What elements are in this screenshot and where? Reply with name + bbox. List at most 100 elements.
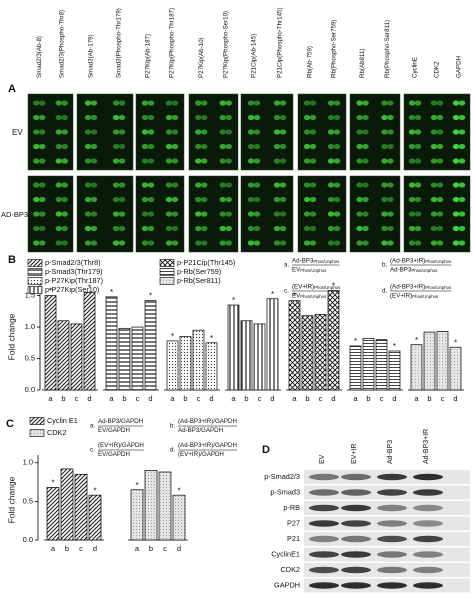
blot-band bbox=[413, 535, 443, 543]
array-spot bbox=[165, 114, 173, 121]
array-spot bbox=[247, 182, 255, 188]
array-spot bbox=[171, 143, 179, 150]
array-spot bbox=[387, 211, 394, 217]
bar bbox=[227, 304, 240, 391]
significance-mark: * bbox=[415, 336, 418, 345]
legend-swatch bbox=[159, 259, 175, 267]
array-spot bbox=[436, 100, 444, 106]
blot-band bbox=[341, 489, 371, 496]
bar bbox=[131, 326, 144, 391]
significance-mark: * bbox=[271, 290, 274, 299]
array-spot bbox=[171, 182, 179, 188]
definition-letter: d. bbox=[170, 447, 175, 454]
panel-label: A bbox=[8, 83, 16, 95]
y-tick-label: 1.5 bbox=[25, 291, 35, 300]
bar bbox=[144, 300, 157, 391]
array-spot bbox=[225, 114, 232, 121]
definition-letter: d. bbox=[382, 288, 387, 295]
array-spot bbox=[147, 129, 155, 135]
array-spot bbox=[452, 114, 460, 121]
blot-band bbox=[413, 566, 443, 574]
column-label: EV bbox=[319, 454, 326, 464]
array-spot bbox=[381, 196, 388, 203]
definition-subscript: Phos/Unphos bbox=[300, 294, 326, 299]
array-spot bbox=[201, 143, 208, 150]
array-spot bbox=[408, 129, 416, 135]
array-spot bbox=[90, 143, 98, 150]
array-spot bbox=[201, 211, 208, 217]
array-spot bbox=[247, 143, 255, 150]
array-spot bbox=[309, 114, 317, 121]
array-spot bbox=[333, 143, 341, 150]
blot-band bbox=[413, 520, 443, 527]
array-spot bbox=[408, 225, 416, 232]
array-spot bbox=[225, 129, 232, 135]
blot-band bbox=[377, 504, 407, 512]
x-tick-label: b bbox=[244, 394, 248, 403]
array-spot bbox=[141, 211, 149, 217]
array-spot bbox=[90, 182, 98, 188]
array-spot bbox=[452, 225, 460, 232]
array-spot bbox=[279, 196, 287, 203]
row-label: P27 bbox=[287, 518, 300, 527]
array-spot bbox=[118, 100, 126, 106]
array-spot bbox=[165, 143, 173, 150]
array-spot bbox=[333, 129, 341, 135]
bar bbox=[60, 468, 74, 541]
blot-band bbox=[377, 582, 407, 589]
array-spot bbox=[452, 158, 460, 164]
array-spot bbox=[279, 211, 287, 217]
blot-band bbox=[377, 535, 407, 543]
array-spot bbox=[362, 114, 369, 121]
legend-swatch bbox=[27, 259, 43, 267]
array-spot bbox=[430, 100, 438, 106]
array-spot bbox=[33, 240, 40, 246]
panel-label: D bbox=[262, 444, 270, 456]
array-spot bbox=[253, 240, 261, 246]
column-label: Smad3(Ab-179) bbox=[88, 34, 95, 78]
blot-band bbox=[341, 520, 371, 527]
array-spot bbox=[118, 114, 126, 121]
column-label: P21Cip(Ab-145) bbox=[251, 34, 258, 78]
definition-text: Ad-BP3 bbox=[292, 257, 314, 264]
array-spot bbox=[303, 182, 311, 188]
array-spot bbox=[387, 100, 394, 106]
array-spot bbox=[118, 211, 126, 217]
legend-label: p-P27Kip(Ser10) bbox=[45, 285, 99, 294]
array-spot bbox=[225, 158, 232, 164]
x-tick-label: a bbox=[414, 394, 419, 403]
definition-text: (EV+IR) bbox=[390, 292, 412, 299]
bar bbox=[192, 329, 205, 391]
array-spot bbox=[327, 143, 335, 150]
array-spot bbox=[333, 240, 341, 246]
column-label: P27Kip(Ab-10) bbox=[198, 37, 205, 78]
array-spot bbox=[84, 143, 92, 150]
definition-term: (EV+IR)/GAPDH bbox=[178, 451, 224, 458]
array-spot bbox=[430, 114, 438, 121]
x-tick-label: d bbox=[93, 544, 97, 553]
x-tick-label: d bbox=[270, 394, 274, 403]
array-spot bbox=[356, 182, 363, 188]
significance-mark: * bbox=[332, 282, 335, 291]
array-spot bbox=[381, 100, 388, 106]
array-spot bbox=[253, 225, 261, 232]
x-tick-label: c bbox=[136, 394, 140, 403]
array-spot bbox=[387, 129, 394, 135]
array-spot bbox=[436, 129, 444, 135]
x-tick-label: d bbox=[87, 394, 91, 403]
array-spot bbox=[452, 196, 460, 203]
array-spot bbox=[333, 211, 341, 217]
array-spot bbox=[356, 240, 363, 246]
array-spot bbox=[408, 100, 416, 106]
array-spot bbox=[303, 196, 311, 203]
definition-text: (EV+IR) bbox=[292, 283, 314, 290]
array-spot bbox=[414, 211, 422, 217]
array-spot bbox=[39, 100, 46, 106]
array-spot bbox=[219, 100, 226, 106]
array-spot bbox=[90, 158, 98, 164]
array-spot bbox=[458, 196, 466, 203]
array-spot bbox=[219, 225, 226, 232]
array-spot bbox=[118, 143, 126, 150]
y-axis-label: Fold change bbox=[6, 313, 16, 360]
definition-text: EV bbox=[292, 266, 301, 273]
